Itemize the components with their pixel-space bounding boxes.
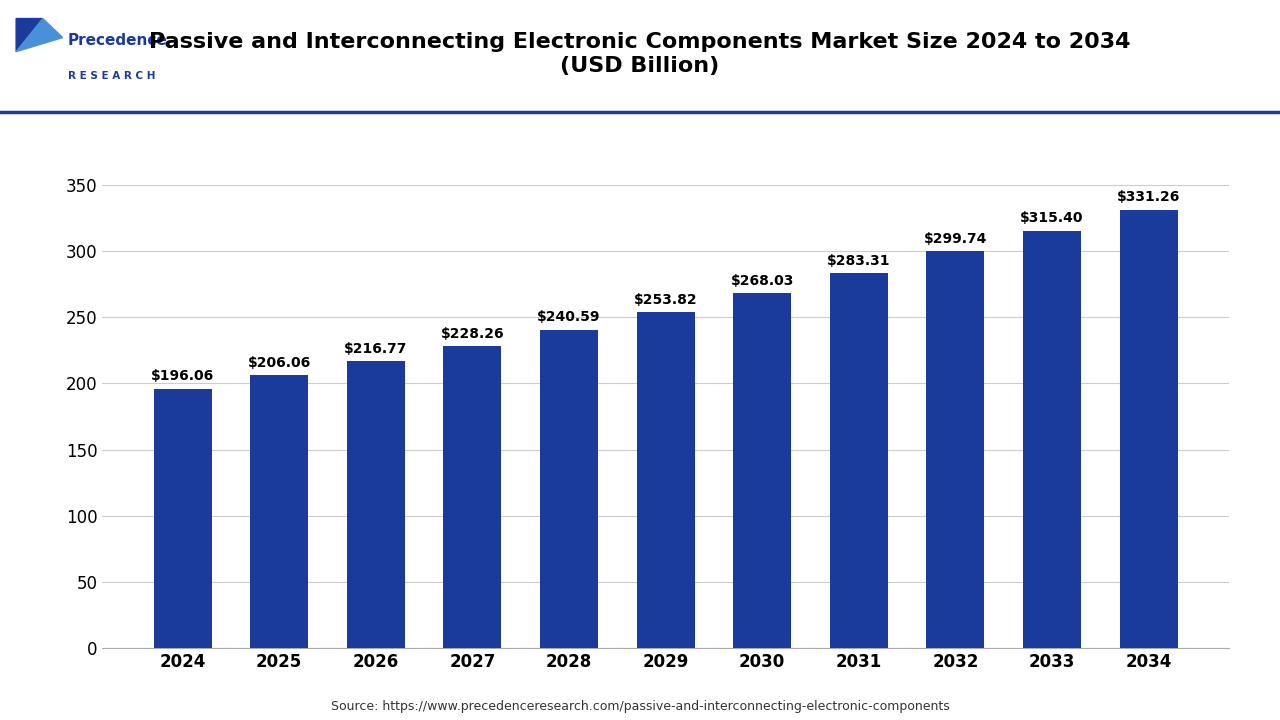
Bar (636, 312, 695, 648)
Text: Source: https://www.precedenceresearch.com/passive-and-interconnecting-electroni: Source: https://www.precedenceresearch.c… (330, 700, 950, 713)
Text: Precedence: Precedence (68, 32, 168, 48)
Text: $268.03: $268.03 (731, 274, 794, 288)
Text: $206.06: $206.06 (247, 356, 311, 370)
Bar (927, 251, 984, 648)
Text: $216.77: $216.77 (344, 342, 407, 356)
Text: $253.82: $253.82 (634, 293, 698, 307)
Text: $315.40: $315.40 (1020, 212, 1084, 225)
Bar (540, 330, 598, 648)
Text: $331.26: $331.26 (1117, 190, 1180, 204)
Bar (829, 273, 888, 648)
Bar (1120, 210, 1178, 648)
Bar (154, 389, 211, 648)
Polygon shape (17, 19, 63, 52)
Text: $228.26: $228.26 (440, 327, 504, 341)
Bar (347, 361, 404, 648)
Text: Passive and Interconnecting Electronic Components Market Size 2024 to 2034
(USD : Passive and Interconnecting Electronic C… (150, 32, 1130, 76)
Polygon shape (17, 19, 42, 52)
Bar (733, 293, 791, 648)
Text: $240.59: $240.59 (538, 310, 600, 324)
Text: $283.31: $283.31 (827, 254, 891, 268)
Bar (443, 346, 502, 648)
Text: R E S E A R C H: R E S E A R C H (68, 71, 155, 81)
Bar (1023, 230, 1082, 648)
Text: $299.74: $299.74 (924, 232, 987, 246)
Bar (250, 375, 308, 648)
Text: $196.06: $196.06 (151, 369, 214, 383)
